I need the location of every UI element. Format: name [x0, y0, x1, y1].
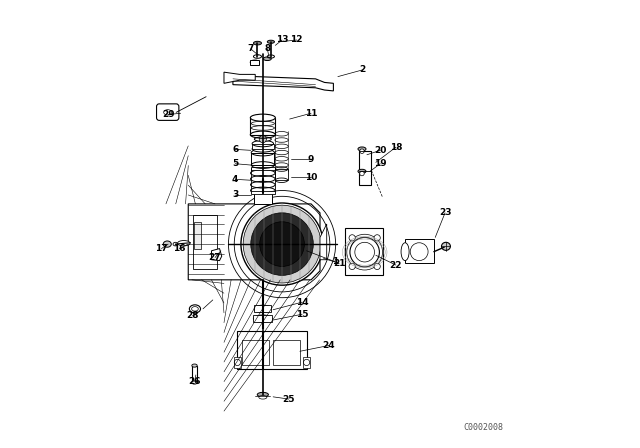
Text: 6: 6 [232, 145, 238, 154]
Ellipse shape [257, 392, 268, 397]
Ellipse shape [192, 381, 197, 384]
Circle shape [349, 263, 355, 270]
Bar [253, 315, 272, 322]
Text: 11: 11 [305, 109, 317, 118]
Text: 4: 4 [232, 175, 238, 184]
Text: 7: 7 [248, 44, 254, 53]
Text: 8: 8 [264, 44, 271, 53]
Text: 15: 15 [296, 310, 308, 319]
Bar [242, 340, 269, 365]
Ellipse shape [254, 137, 271, 142]
Ellipse shape [250, 60, 259, 65]
Circle shape [374, 263, 380, 270]
Bar [303, 357, 310, 368]
Ellipse shape [254, 305, 271, 312]
Circle shape [241, 203, 323, 285]
Circle shape [259, 136, 266, 143]
Ellipse shape [401, 243, 409, 261]
Bar [275, 169, 288, 180]
Bar [237, 331, 307, 369]
Bar [250, 167, 275, 170]
Ellipse shape [358, 147, 366, 151]
Polygon shape [320, 224, 326, 260]
Ellipse shape [177, 241, 190, 246]
Circle shape [360, 171, 364, 176]
Ellipse shape [252, 146, 273, 152]
Circle shape [349, 235, 355, 241]
Text: 14: 14 [296, 297, 308, 307]
Bar [252, 152, 275, 165]
Polygon shape [188, 204, 320, 280]
Bar [405, 239, 434, 263]
Text: 3: 3 [232, 190, 238, 199]
Circle shape [251, 213, 314, 276]
Bar [250, 190, 275, 194]
Text: 10: 10 [305, 172, 317, 181]
Bar [252, 144, 273, 149]
Text: 2: 2 [359, 65, 365, 74]
Text: 25: 25 [282, 395, 295, 404]
Text: 22: 22 [390, 261, 402, 270]
Ellipse shape [173, 242, 177, 246]
Bar [234, 357, 241, 368]
Polygon shape [211, 249, 221, 261]
Text: 21: 21 [333, 259, 346, 268]
Ellipse shape [163, 241, 172, 247]
FancyBboxPatch shape [157, 104, 179, 121]
Text: 23: 23 [439, 208, 451, 217]
Text: 18: 18 [390, 142, 402, 152]
Bar [250, 60, 259, 65]
Bar [193, 215, 217, 269]
Text: 28: 28 [186, 311, 199, 320]
Bar [192, 366, 197, 383]
Text: 12: 12 [291, 35, 303, 44]
Ellipse shape [253, 315, 272, 322]
Text: 27: 27 [209, 253, 221, 262]
Polygon shape [224, 72, 255, 83]
Ellipse shape [358, 169, 366, 173]
Ellipse shape [259, 396, 267, 399]
Ellipse shape [189, 305, 200, 313]
Ellipse shape [263, 57, 271, 60]
Text: 17: 17 [155, 244, 168, 253]
Text: 26: 26 [189, 377, 201, 386]
Ellipse shape [192, 364, 197, 367]
Text: C0002008: C0002008 [463, 422, 503, 432]
Bar [194, 222, 201, 249]
Polygon shape [233, 76, 333, 91]
Bar [344, 228, 383, 276]
Bar [254, 193, 272, 204]
Text: 9: 9 [308, 155, 314, 164]
Text: 24: 24 [323, 341, 335, 350]
Text: 5: 5 [232, 159, 238, 168]
Text: 13: 13 [276, 35, 288, 44]
Bar [273, 340, 300, 365]
Circle shape [374, 235, 380, 241]
Ellipse shape [268, 40, 275, 43]
Text: 19: 19 [374, 159, 387, 168]
Ellipse shape [442, 242, 451, 250]
Ellipse shape [253, 41, 262, 45]
Bar [359, 151, 371, 185]
Ellipse shape [250, 114, 275, 121]
Text: 1: 1 [333, 258, 339, 267]
Circle shape [243, 205, 321, 283]
Text: 20: 20 [374, 146, 387, 155]
Text: 29: 29 [162, 110, 175, 119]
Bar [250, 118, 275, 135]
Circle shape [260, 222, 305, 267]
Circle shape [360, 149, 364, 153]
Text: 16: 16 [173, 244, 186, 253]
Bar [254, 305, 271, 312]
